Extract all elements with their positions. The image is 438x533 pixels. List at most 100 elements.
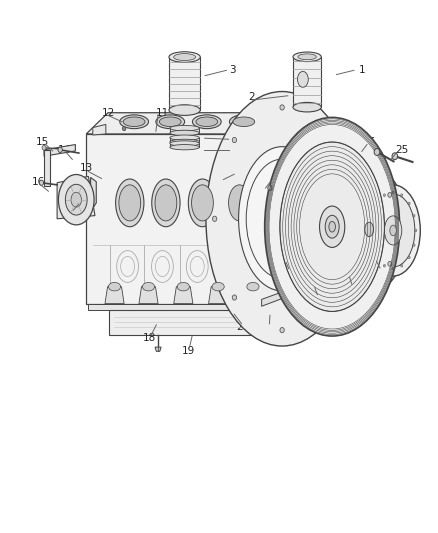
Ellipse shape: [367, 178, 371, 183]
Polygon shape: [271, 113, 291, 304]
Ellipse shape: [230, 115, 258, 128]
Text: 13: 13: [80, 164, 93, 173]
Ellipse shape: [401, 194, 403, 197]
Ellipse shape: [177, 282, 189, 291]
Ellipse shape: [39, 180, 44, 185]
Text: 1: 1: [359, 66, 366, 75]
Ellipse shape: [170, 139, 199, 144]
Ellipse shape: [367, 276, 371, 280]
Ellipse shape: [347, 216, 352, 221]
Ellipse shape: [71, 192, 81, 207]
Ellipse shape: [247, 282, 259, 291]
Polygon shape: [93, 124, 106, 135]
Ellipse shape: [196, 117, 218, 126]
Ellipse shape: [297, 71, 308, 87]
Text: 22: 22: [312, 293, 326, 303]
Ellipse shape: [169, 52, 200, 62]
Ellipse shape: [109, 282, 120, 291]
Polygon shape: [271, 290, 291, 310]
Ellipse shape: [371, 214, 373, 217]
Ellipse shape: [413, 214, 415, 217]
Ellipse shape: [371, 244, 373, 246]
Ellipse shape: [371, 194, 415, 267]
Ellipse shape: [392, 153, 398, 160]
Ellipse shape: [413, 244, 415, 246]
Ellipse shape: [396, 227, 400, 232]
Ellipse shape: [320, 206, 345, 247]
Ellipse shape: [58, 174, 94, 225]
Polygon shape: [253, 303, 268, 335]
Ellipse shape: [366, 185, 420, 276]
Text: 9: 9: [231, 134, 237, 144]
Ellipse shape: [58, 147, 62, 152]
Polygon shape: [88, 304, 271, 310]
Ellipse shape: [388, 192, 392, 197]
Ellipse shape: [120, 115, 148, 128]
Ellipse shape: [188, 179, 217, 227]
Ellipse shape: [159, 117, 181, 126]
Ellipse shape: [338, 227, 342, 232]
Text: 10: 10: [228, 145, 241, 155]
Ellipse shape: [383, 194, 385, 197]
Ellipse shape: [343, 185, 395, 273]
Ellipse shape: [293, 102, 321, 112]
Polygon shape: [155, 347, 161, 351]
Ellipse shape: [392, 267, 394, 270]
Ellipse shape: [191, 185, 213, 221]
Ellipse shape: [169, 105, 200, 115]
Ellipse shape: [268, 185, 272, 191]
Polygon shape: [170, 138, 199, 142]
Ellipse shape: [408, 256, 410, 259]
Ellipse shape: [142, 282, 155, 291]
Ellipse shape: [298, 54, 316, 60]
Ellipse shape: [346, 262, 350, 266]
Text: 3: 3: [229, 66, 235, 75]
Ellipse shape: [293, 52, 321, 62]
Ellipse shape: [329, 221, 336, 232]
Ellipse shape: [232, 138, 237, 143]
Ellipse shape: [116, 179, 144, 227]
Ellipse shape: [328, 295, 332, 300]
Ellipse shape: [359, 212, 380, 247]
Polygon shape: [86, 134, 271, 304]
Text: 2: 2: [248, 92, 255, 102]
Ellipse shape: [383, 264, 385, 267]
Text: 26: 26: [363, 137, 376, 147]
Ellipse shape: [233, 117, 254, 126]
Ellipse shape: [170, 125, 199, 131]
Ellipse shape: [170, 135, 199, 140]
Polygon shape: [44, 150, 50, 186]
Ellipse shape: [346, 192, 350, 197]
Polygon shape: [86, 177, 96, 211]
Polygon shape: [110, 310, 253, 335]
Ellipse shape: [192, 115, 221, 128]
Polygon shape: [275, 134, 294, 301]
Polygon shape: [170, 128, 199, 133]
Polygon shape: [170, 143, 199, 147]
Ellipse shape: [376, 202, 378, 205]
Ellipse shape: [331, 166, 407, 293]
Text: 11: 11: [156, 108, 169, 118]
Ellipse shape: [265, 117, 399, 336]
Ellipse shape: [280, 327, 284, 333]
Ellipse shape: [390, 225, 396, 236]
Polygon shape: [139, 287, 158, 304]
Ellipse shape: [152, 179, 180, 227]
Ellipse shape: [292, 269, 296, 274]
Ellipse shape: [229, 185, 251, 221]
Ellipse shape: [239, 147, 325, 291]
Text: 27: 27: [267, 176, 280, 187]
Ellipse shape: [365, 222, 374, 237]
Ellipse shape: [65, 184, 87, 215]
Text: 19: 19: [182, 346, 195, 357]
Ellipse shape: [212, 216, 217, 221]
Ellipse shape: [401, 264, 403, 267]
Ellipse shape: [376, 256, 378, 259]
Polygon shape: [208, 287, 228, 304]
Ellipse shape: [119, 185, 141, 221]
Text: 28: 28: [284, 267, 297, 277]
Ellipse shape: [156, 115, 185, 128]
Text: 18: 18: [143, 333, 156, 343]
Ellipse shape: [225, 179, 254, 227]
Ellipse shape: [325, 215, 339, 238]
